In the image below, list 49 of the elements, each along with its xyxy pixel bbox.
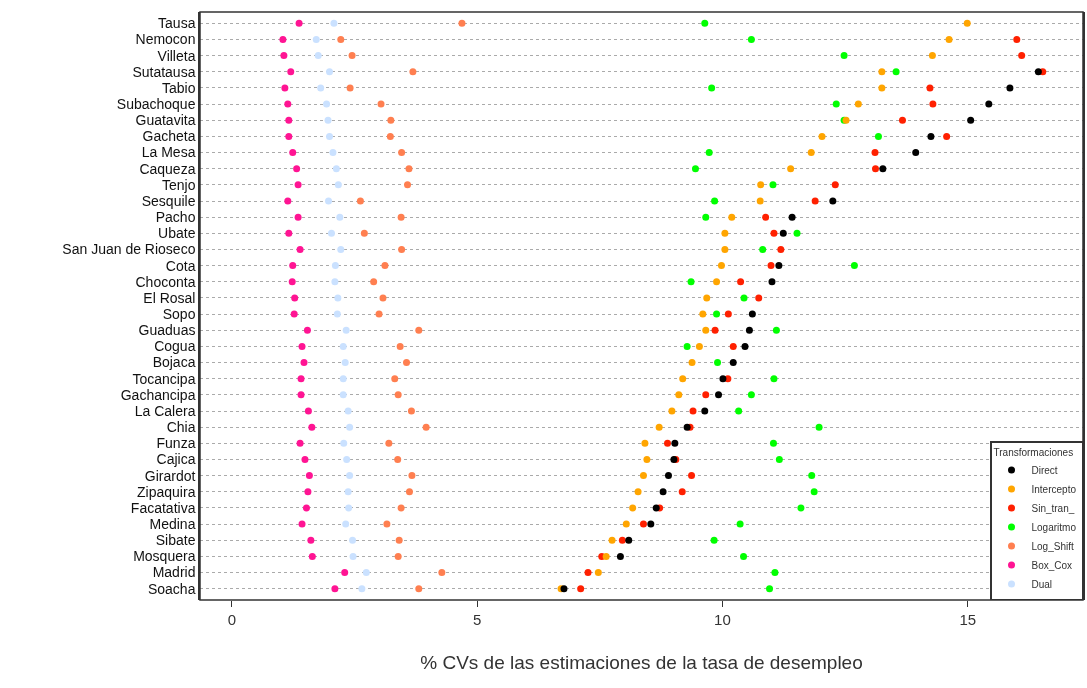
y-tick-label: Funza (156, 435, 196, 452)
y-tick-label: Tocancipa (132, 370, 196, 387)
y-tick-label: Subachoque (116, 95, 196, 112)
y-tick-label: Villeta (157, 47, 196, 64)
y-tick-label: Cogua (154, 338, 196, 355)
legend-label: Box_Cox (1031, 559, 1073, 571)
x-axis-title: % CVs de las estimaciones de la tasa de desempleo (420, 651, 863, 673)
legend-title: Transformaciones (993, 446, 1074, 458)
y-tick-label: Guatavita (135, 112, 196, 129)
x-tick-label: 15 (959, 611, 977, 628)
y-tick-label: Ubate (158, 225, 196, 242)
y-tick-label: Gachancipa (120, 386, 196, 403)
y-tick-label: Cajica (156, 451, 196, 468)
y-tick-label: Chia (166, 419, 196, 436)
y-tick-label: Soacha (147, 580, 196, 597)
y-tick-label: Guaduas (138, 322, 196, 339)
y-tick-label: Pacho (155, 209, 196, 226)
y-tick-label: Zipaquira (137, 483, 196, 500)
y-tick-label: Madrid (152, 564, 196, 581)
legend-label: Intercepto (1031, 483, 1077, 495)
y-tick-label: Choconta (135, 273, 196, 290)
y-tick-label: Sutatausa (132, 63, 196, 80)
legend-label: Logaritmo (1031, 521, 1077, 533)
y-tick-label: Tenjo (161, 176, 196, 193)
y-tick-label: Bojaca (152, 354, 196, 371)
y-tick-label: Tausa (158, 15, 196, 32)
x-tick-label: 10 (714, 611, 731, 628)
y-tick-label: Sibate (155, 532, 196, 549)
y-tick-label: Mosquera (133, 548, 196, 565)
y-tick-label: Sopo (162, 305, 196, 322)
y-tick-label: Caqueza (139, 160, 196, 177)
legend-label: Log_Shift (1031, 540, 1074, 552)
y-tick-label: Nemocon (135, 31, 196, 48)
y-tick-label: El Rosal (143, 289, 196, 306)
legend-label: Sin_tran_ (1031, 502, 1075, 514)
y-tick-label: La Calera (134, 402, 196, 419)
y-tick-label: Gacheta (142, 128, 196, 145)
y-tick-label: San Juan de Rioseco (62, 241, 196, 258)
y-tick-label: Cota (165, 257, 196, 274)
y-tick-label: La Mesa (141, 144, 196, 161)
y-tick-label: Sesquile (141, 192, 196, 209)
y-tick-label: Facatativa (130, 499, 196, 516)
x-tick-label: 0 (227, 611, 237, 628)
y-tick-label: Medina (149, 515, 196, 532)
y-tick-label: Girardot (144, 467, 196, 484)
x-tick-label: 5 (472, 611, 482, 628)
legend-label: Direct (1031, 464, 1058, 476)
y-tick-label: Tabio (161, 79, 196, 96)
legend-label: Dual (1031, 578, 1053, 590)
